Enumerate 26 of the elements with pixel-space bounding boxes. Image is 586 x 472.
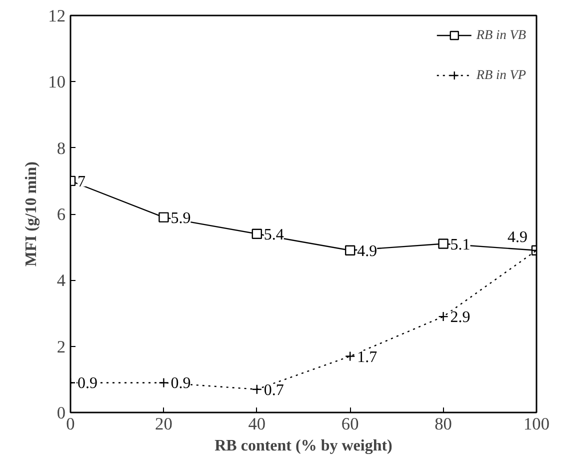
data-label: 2.9 bbox=[450, 309, 470, 326]
x-tick-label: 80 bbox=[434, 414, 452, 434]
y-tick-label: 6 bbox=[56, 205, 66, 224]
y-axis-title: MFI (g/10 min) bbox=[23, 162, 40, 266]
x-tick-label: 20 bbox=[155, 414, 172, 434]
data-label: 4.9 bbox=[508, 228, 528, 246]
legend-label: RB in VB bbox=[476, 27, 526, 43]
y-tick-label: 2 bbox=[56, 337, 66, 356]
x-tick-label: 100 bbox=[524, 414, 550, 434]
y-tick-label: 4 bbox=[56, 271, 66, 290]
y-tick-label: 12 bbox=[48, 6, 66, 26]
data-label: 1.7 bbox=[357, 348, 378, 366]
data-label: 5.4 bbox=[264, 226, 284, 244]
data-label: 4.9 bbox=[357, 242, 378, 260]
x-axis-title: RB content (% by weight) bbox=[214, 438, 392, 454]
data-label: 0.7 bbox=[264, 382, 284, 399]
x-tick-label: 40 bbox=[248, 414, 266, 434]
data-label: 5.1 bbox=[450, 236, 470, 254]
legend-label: RB in VP bbox=[476, 67, 526, 83]
y-tick-label: 10 bbox=[48, 72, 66, 92]
y-tick-label: 8 bbox=[56, 138, 66, 158]
data-label: 0.9 bbox=[170, 375, 191, 392]
data-label: 7 bbox=[78, 173, 86, 190]
data-label: 0.9 bbox=[78, 375, 98, 392]
x-tick-label: 60 bbox=[341, 414, 359, 434]
data-label: 5.9 bbox=[170, 210, 191, 227]
